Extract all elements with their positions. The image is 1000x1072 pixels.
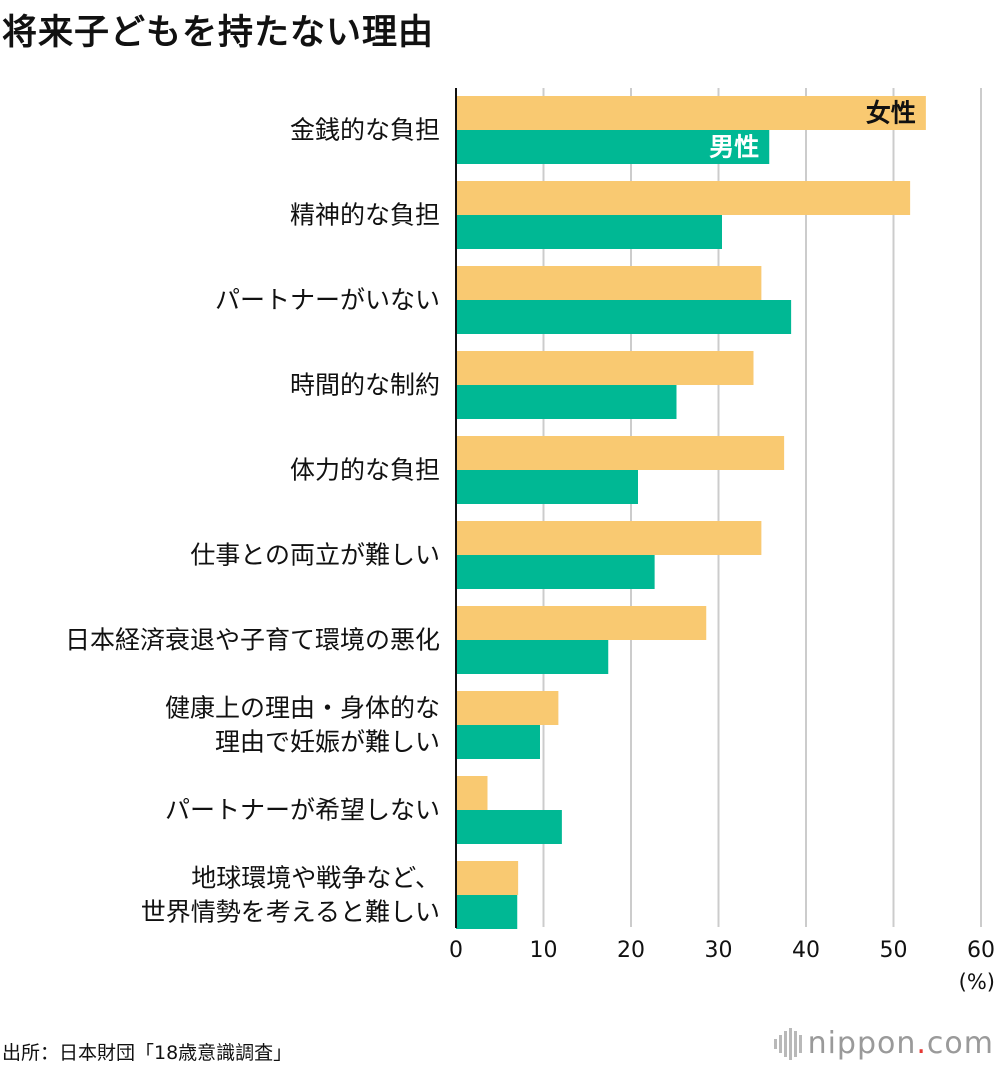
- source-note: 出所：日本財団「18歳意識調査」: [2, 1042, 293, 1064]
- bar-male: [456, 215, 722, 249]
- category-label: 日本経済衰退や子育て環境の悪化: [65, 626, 440, 655]
- bar-male: [456, 130, 770, 164]
- brand-mark-icon: [773, 1027, 802, 1061]
- x-tick-label: 50: [880, 938, 908, 963]
- x-tick-label: 10: [530, 938, 558, 963]
- bar-male: [456, 640, 609, 674]
- category-label: パートナーがいない: [215, 286, 440, 315]
- bar-male: [456, 385, 677, 419]
- bar-female: [456, 181, 911, 215]
- x-tick-label: 60: [967, 938, 995, 963]
- bar-male: [456, 470, 638, 504]
- bar-female: [456, 861, 519, 895]
- x-tick-label: 0: [449, 938, 463, 963]
- legend-female: 女性: [866, 99, 916, 128]
- x-unit-label: (%): [959, 970, 995, 994]
- legend-male: 男性: [709, 133, 759, 162]
- nippon-logo: nippon.com: [773, 1026, 994, 1061]
- bar-female: [456, 521, 762, 555]
- category-label: 世界情勢を考えると難しい: [141, 898, 440, 927]
- bar-female: [456, 776, 488, 810]
- category-label: 地球環境や戦争など、: [191, 864, 440, 893]
- category-label: 体力的な負担: [290, 456, 440, 485]
- bar-female: [456, 691, 559, 725]
- bar-male: [456, 810, 562, 844]
- category-label: 仕事との両立が難しい: [190, 541, 440, 570]
- brand-name: nippon.com: [807, 1026, 994, 1061]
- category-label: 金銭的な負担: [290, 116, 440, 145]
- bar-female: [456, 96, 926, 130]
- bar-female: [456, 606, 707, 640]
- bar-male: [456, 555, 655, 589]
- bar-female: [456, 436, 785, 470]
- category-label: パートナーが希望しない: [165, 796, 440, 825]
- chart-title: 将来子どもを持たない理由: [2, 13, 435, 53]
- x-tick-label: 40: [792, 938, 820, 963]
- x-tick-label: 20: [617, 938, 645, 963]
- category-label: 理由で妊娠が難しい: [215, 728, 440, 757]
- category-label: 健康上の理由・身体的な: [165, 694, 440, 723]
- bar-female: [456, 351, 754, 385]
- x-tick-label: 30: [705, 938, 733, 963]
- bar-male: [456, 895, 518, 929]
- bar-male: [456, 725, 540, 759]
- bar-male: [456, 300, 792, 334]
- category-label: 時間的な制約: [290, 371, 440, 400]
- bar-female: [456, 266, 762, 300]
- category-label: 精神的な負担: [290, 201, 440, 230]
